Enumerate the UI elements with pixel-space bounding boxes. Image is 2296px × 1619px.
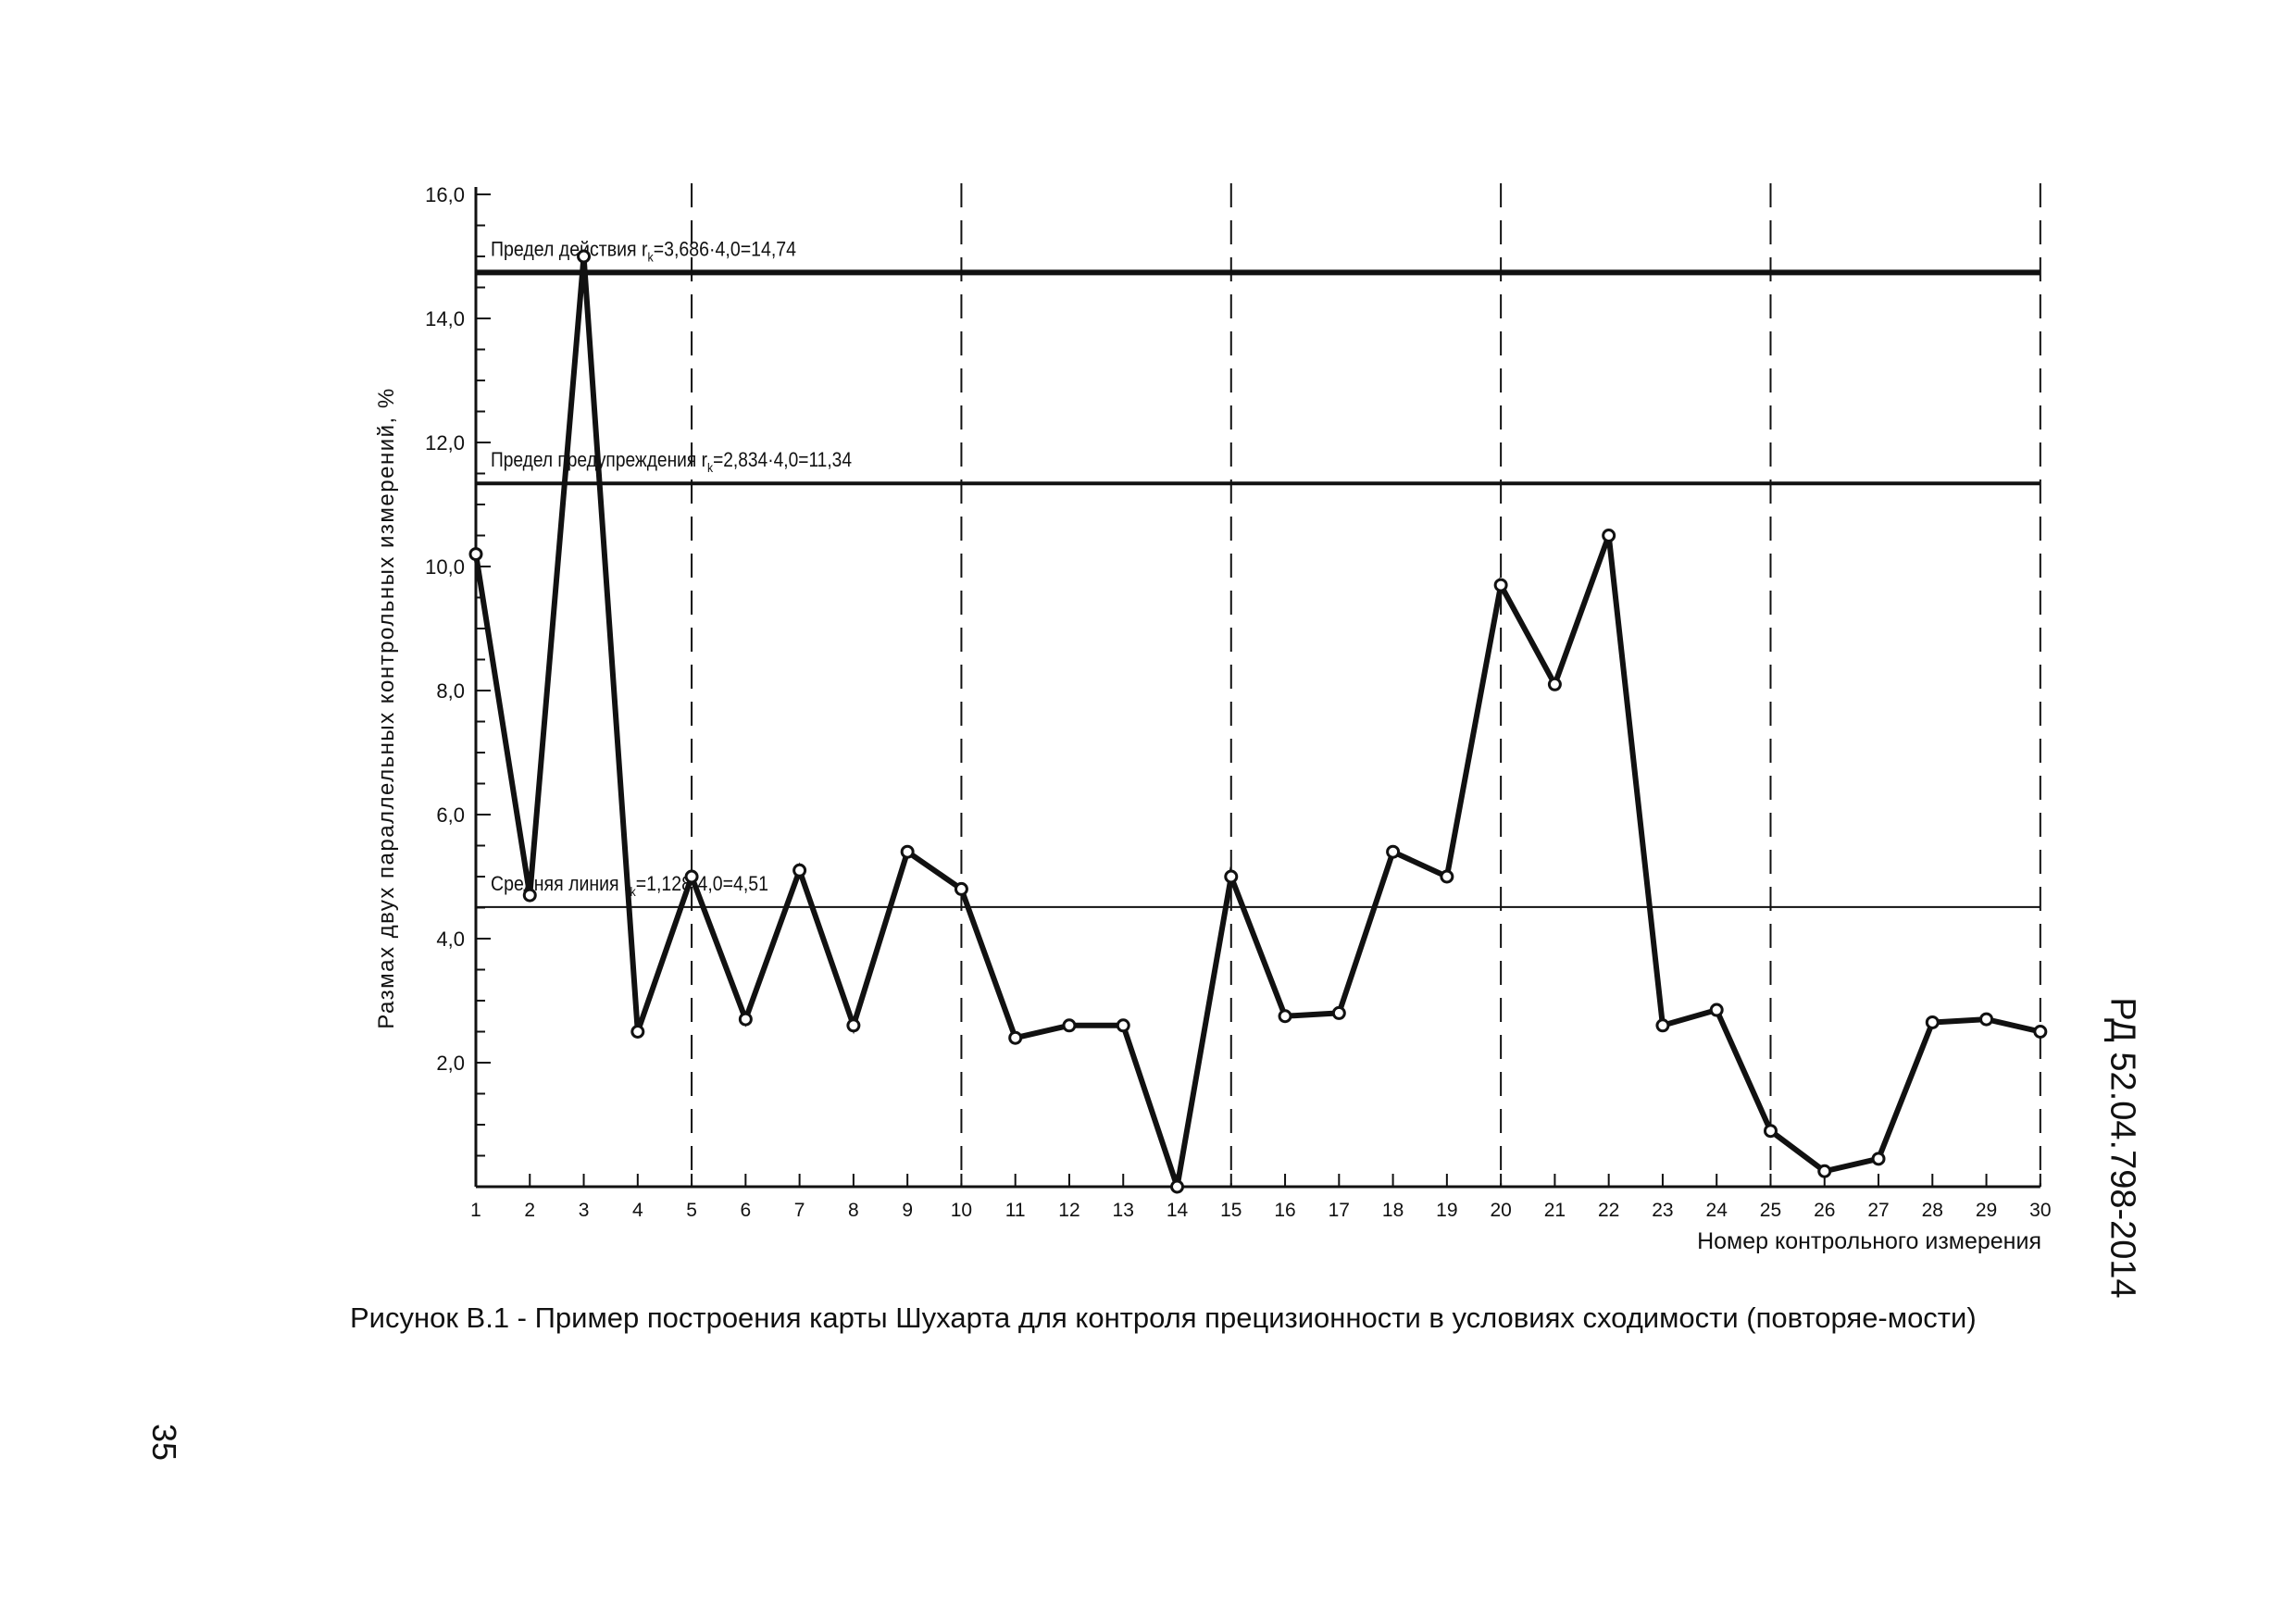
data-point-23 xyxy=(1655,1018,1670,1033)
data-series xyxy=(468,249,2048,1194)
data-point-13 xyxy=(1116,1018,1130,1033)
data-point-8 xyxy=(846,1018,861,1033)
reference-line-label-sub: k xyxy=(648,249,655,264)
x-tick-label-4: 4 xyxy=(632,1200,643,1221)
x-tick-label-5: 5 xyxy=(686,1200,697,1221)
data-point-1 xyxy=(468,547,483,562)
x-tick-label-15: 15 xyxy=(1220,1200,1242,1221)
data-point-22 xyxy=(1602,529,1616,542)
data-point-3 xyxy=(577,249,592,264)
y-tick-labels: 2,0 4,0 6,0 8,0 10,0 12,0 14,0 16,0 xyxy=(425,183,465,1075)
y-tick-label-4,0: 4,0 xyxy=(436,928,465,951)
data-point-25 xyxy=(1763,1124,1778,1139)
data-point-15 xyxy=(1224,869,1239,884)
x-tick-label-24: 24 xyxy=(1706,1200,1728,1221)
y-tick-label-10,0: 10,0 xyxy=(425,555,465,579)
data-point-21 xyxy=(1547,677,1562,691)
x-tick-label-6: 6 xyxy=(741,1200,752,1221)
x-tick-label-30: 30 xyxy=(2029,1200,2051,1221)
x-tick-label-1: 1 xyxy=(470,1200,481,1221)
x-tick-label-29: 29 xyxy=(1976,1200,1997,1221)
data-point-5 xyxy=(684,869,699,884)
axes xyxy=(474,187,2041,1189)
data-point-19 xyxy=(1440,869,1454,884)
data-point-17 xyxy=(1331,1005,1346,1020)
data-point-18 xyxy=(1386,844,1401,859)
x-tick-labels: 1 2 3 4 5 6 7 8 9 10 11 12 13 14 15 16 17 18 19 20 21 22 23 24 2… xyxy=(470,1200,2051,1221)
data-point-14 xyxy=(1170,1179,1185,1194)
x-tick-label-23: 23 xyxy=(1652,1200,1673,1221)
vertical-dashed-lines xyxy=(691,183,2041,1187)
data-point-6 xyxy=(738,1012,753,1027)
x-tick-label-19: 19 xyxy=(1436,1200,1457,1221)
x-tick-label-28: 28 xyxy=(1922,1200,1943,1221)
y-tick-label-8,0: 8,0 xyxy=(436,679,465,703)
data-point-7 xyxy=(792,863,807,878)
reference-line-label-2: Средняя линия rk=1,128·4,0=4,51 xyxy=(491,872,768,899)
x-tick-label-12: 12 xyxy=(1058,1200,1079,1221)
data-point-12 xyxy=(1062,1018,1077,1033)
x-tick-label-8: 8 xyxy=(848,1200,859,1221)
x-tick-label-27: 27 xyxy=(1867,1200,1889,1221)
x-tick-label-18: 18 xyxy=(1382,1200,1404,1221)
x-tick-label-26: 26 xyxy=(1814,1200,1835,1221)
data-point-24 xyxy=(1709,1003,1724,1017)
y-tick-label-14,0: 14,0 xyxy=(425,307,465,330)
data-point-16 xyxy=(1278,1009,1292,1024)
reference-line-label-sub: k xyxy=(630,884,637,899)
x-tick-label-11: 11 xyxy=(1005,1200,1026,1221)
reference-line-label-1: Предел предупреждения rk=2,834·4,0=11,34 xyxy=(491,448,852,475)
data-point-26 xyxy=(1817,1164,1832,1178)
data-point-27 xyxy=(1871,1152,1886,1166)
figure-caption: Рисунок В.1 - Пример построения карты Шу… xyxy=(350,1301,1977,1334)
reference-line-label-0: Предел действия rk=3,686·4,0=14,74 xyxy=(491,237,796,264)
x-tick-label-21: 21 xyxy=(1544,1200,1566,1221)
data-point-30 xyxy=(2033,1025,2048,1039)
y-tick-label-6,0: 6,0 xyxy=(436,803,465,827)
reference-line-label-formula: =1,128·4,0=4,51 xyxy=(636,872,768,895)
data-point-28 xyxy=(1925,1015,1940,1029)
y-axis-label-group: Размах двух параллельных контрольных изм… xyxy=(374,387,399,1028)
x-tick-label-14: 14 xyxy=(1167,1200,1189,1221)
reference-lines: Предел действия rk=3,686·4,0=14,74Предел… xyxy=(476,237,2040,908)
reference-line-label-text: Предел действия r xyxy=(491,237,648,260)
reference-line-label-formula: =3,686·4,0=14,74 xyxy=(654,237,796,260)
x-tick-label-20: 20 xyxy=(1490,1200,1511,1221)
x-tick-label-3: 3 xyxy=(579,1200,590,1221)
reference-line-label-text: Средняя линия r xyxy=(491,872,630,895)
y-tick-label-2,0: 2,0 xyxy=(436,1052,465,1075)
x-tick-label-9: 9 xyxy=(902,1200,913,1221)
data-point-4 xyxy=(630,1025,645,1039)
shewhart-chart: Размах двух параллельных контрольных изм… xyxy=(374,183,2052,1254)
series-line-0 xyxy=(473,255,2041,1188)
document-id-text: РД 52.04.798-2014 xyxy=(2103,997,2142,1299)
x-axis-label: Номер контрольного измерения xyxy=(1697,1228,2041,1254)
x-tick-label-16: 16 xyxy=(1274,1200,1295,1221)
data-point-29 xyxy=(1979,1012,1994,1027)
y-tick-label-16,0: 16,0 xyxy=(425,183,465,206)
data-point-2 xyxy=(522,888,537,903)
page-number-text: 35 xyxy=(145,1423,183,1462)
x-tick-label-25: 25 xyxy=(1760,1200,1781,1221)
x-tick-label-7: 7 xyxy=(794,1200,805,1221)
x-tick-label-2: 2 xyxy=(524,1200,535,1221)
x-tick-label-13: 13 xyxy=(1113,1200,1134,1221)
x-tick-label-17: 17 xyxy=(1329,1200,1350,1221)
data-point-20 xyxy=(1493,578,1508,592)
reference-line-label-sub: k xyxy=(707,460,714,475)
data-point-9 xyxy=(900,844,915,859)
y-tick-label-12,0: 12,0 xyxy=(425,431,465,455)
reference-line-label-formula: =2,834·4,0=11,34 xyxy=(713,448,852,471)
x-tick-label-22: 22 xyxy=(1598,1200,1619,1221)
y-axis-label: Размах двух параллельных контрольных изм… xyxy=(374,387,399,1028)
data-point-10 xyxy=(954,881,968,896)
x-tick-label-10: 10 xyxy=(951,1200,972,1221)
data-point-11 xyxy=(1008,1030,1023,1045)
